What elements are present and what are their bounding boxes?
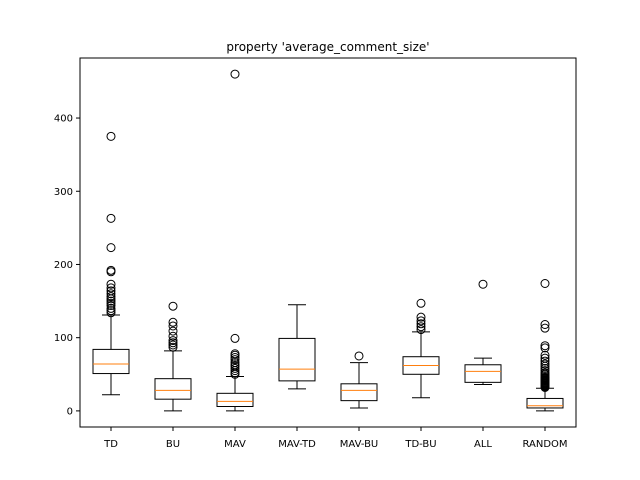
box-group [216,69,254,412]
outlier-point [230,363,240,373]
outlier-point [168,301,178,311]
outlier-point [540,279,550,288]
x-tick-label: MAV-BU [340,439,379,450]
x-tick-label: MAV-TD [278,439,316,450]
outlier-point [106,286,116,296]
outlier-point [230,69,240,79]
box-group [340,351,378,409]
outlier-point [540,368,550,378]
outlier-point [540,323,550,333]
outlier-point [106,131,116,141]
outlier-point [106,289,116,299]
box [340,383,378,402]
x-tick-label: RANDOM [522,439,567,450]
box [464,364,502,383]
outlier-point [168,338,178,348]
outlier-point [416,316,426,326]
box [526,397,564,409]
outlier-point [106,303,116,313]
outlier-point [106,292,116,302]
box-group [154,301,192,412]
y-tick-label: 200 [54,260,73,271]
outlier-point [416,298,426,308]
outlier-point [540,356,550,366]
chart-title: property 'average_comment_size' [226,40,429,54]
outlier-point [540,350,550,360]
outlier-point [416,312,426,322]
outlier-point [168,342,178,352]
y-axis: 0 100 200 300 400 [54,114,80,417]
outlier-point [106,283,116,293]
outlier-point [540,343,550,353]
x-tick-label: ALL [474,439,492,450]
outlier-point [416,322,426,332]
y-tick-label: 300 [54,187,73,198]
outlier-point [540,353,550,363]
outlier-point [106,308,116,318]
box-group [464,279,502,386]
outlier-point [106,306,116,316]
outlier-point [230,358,240,368]
box-group [402,298,440,399]
outlier-point [230,349,240,359]
y-tick-label: 400 [54,114,73,125]
outlier-point [354,351,364,361]
outlier-point [106,296,116,306]
outlier-point [416,319,426,329]
outlier-point [106,279,116,289]
y-tick-label: 100 [54,333,73,344]
outlier-point [230,360,240,370]
outlier-point [106,298,116,308]
outlier-point [168,340,178,350]
plot-frame [79,57,577,428]
outlier-point [540,363,550,373]
y-tick-label: 0 [67,406,73,417]
x-tick-label: TD [103,439,118,450]
box-group [278,304,316,390]
outlier-point [106,213,116,223]
outlier-point [478,279,488,289]
outlier-point [168,326,178,336]
box [216,392,254,408]
box [92,348,130,375]
box [154,378,192,400]
plot-area [92,69,564,412]
outlier-point [230,333,240,343]
outlier-point [230,352,240,362]
outlier-point [106,243,116,253]
outlier-point [106,300,116,310]
outlier-point [416,325,426,335]
outlier-point [540,320,550,329]
box [278,337,316,382]
x-tick-label: BU [166,439,180,450]
outlier-point [168,331,178,341]
x-tick-label: MAV [224,439,246,450]
outlier-point [230,355,240,365]
x-tick-label: TD-BU [404,439,436,450]
box-group [92,131,130,396]
outlier-point [106,265,116,275]
outlier-point [168,321,178,331]
outlier-point [540,366,550,376]
outlier-point [540,359,550,369]
outlier-point [540,341,550,351]
outlier-point [168,336,178,346]
outlier-point [168,317,178,327]
x-axis: TD BU MAV MAV-TD MAV-BU TD-BU ALL RANDOM [103,427,568,450]
box-group [526,279,564,412]
